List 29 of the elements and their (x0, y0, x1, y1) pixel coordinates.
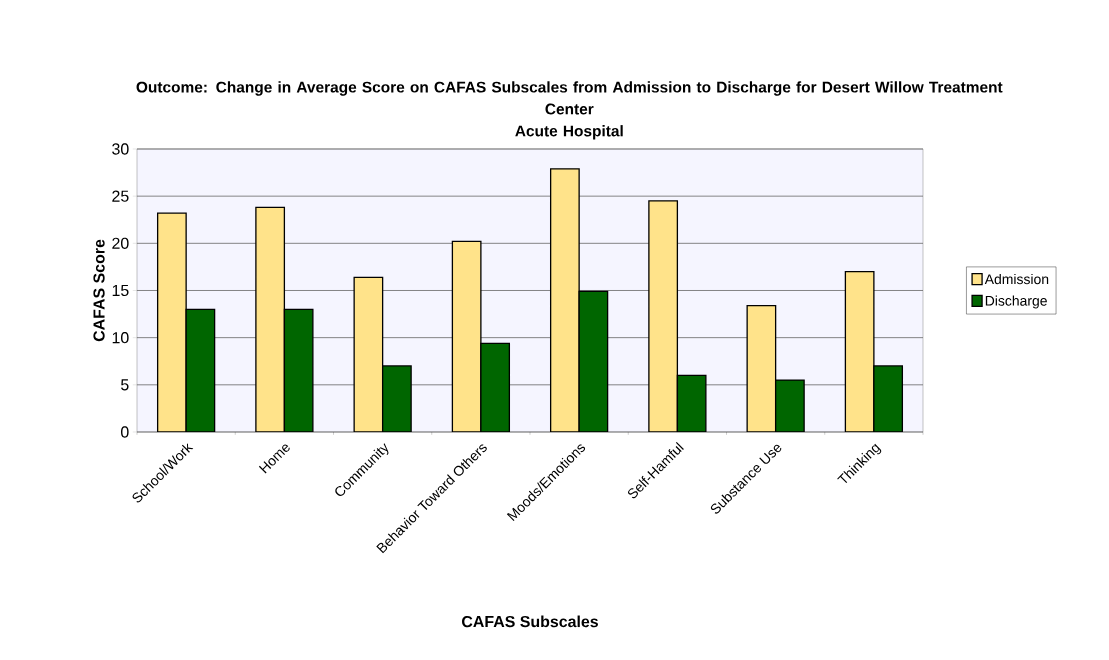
bar (774, 379, 805, 432)
y-tick-label: 25 (112, 190, 129, 202)
y-axis-title: CAFAS Score (93, 239, 105, 342)
chart-subtitle: Acute Hospital (515, 125, 623, 140)
legend-label: Admission (984, 273, 1049, 285)
x-axis-title: CAFAS Subscales (462, 615, 598, 628)
bar (157, 213, 187, 432)
bar (353, 276, 384, 432)
y-tick-label: 20 (112, 237, 129, 249)
bar (283, 308, 314, 432)
y-tick-label: 5 (121, 379, 129, 391)
chart-title: Outcome: Change in Average Score on CAFAS Subscales from Admission to Discharge for Desert Willow Treatment Center (136, 81, 1003, 115)
bar (873, 365, 904, 432)
y-tick-label: 30 (112, 143, 129, 155)
bar (186, 309, 215, 432)
bar (480, 342, 511, 432)
bar (844, 270, 875, 432)
y-tick-label: 15 (112, 284, 129, 297)
bar (648, 200, 679, 432)
bar (451, 240, 482, 432)
bar (549, 168, 580, 432)
legend-label: Discharge (985, 295, 1047, 309)
bar (746, 304, 777, 432)
bar (578, 290, 609, 432)
bar (676, 374, 707, 432)
y-tick-label: 0 (121, 426, 129, 438)
bar (381, 365, 412, 432)
bar (255, 206, 286, 432)
y-tick-label: 10 (112, 332, 129, 344)
